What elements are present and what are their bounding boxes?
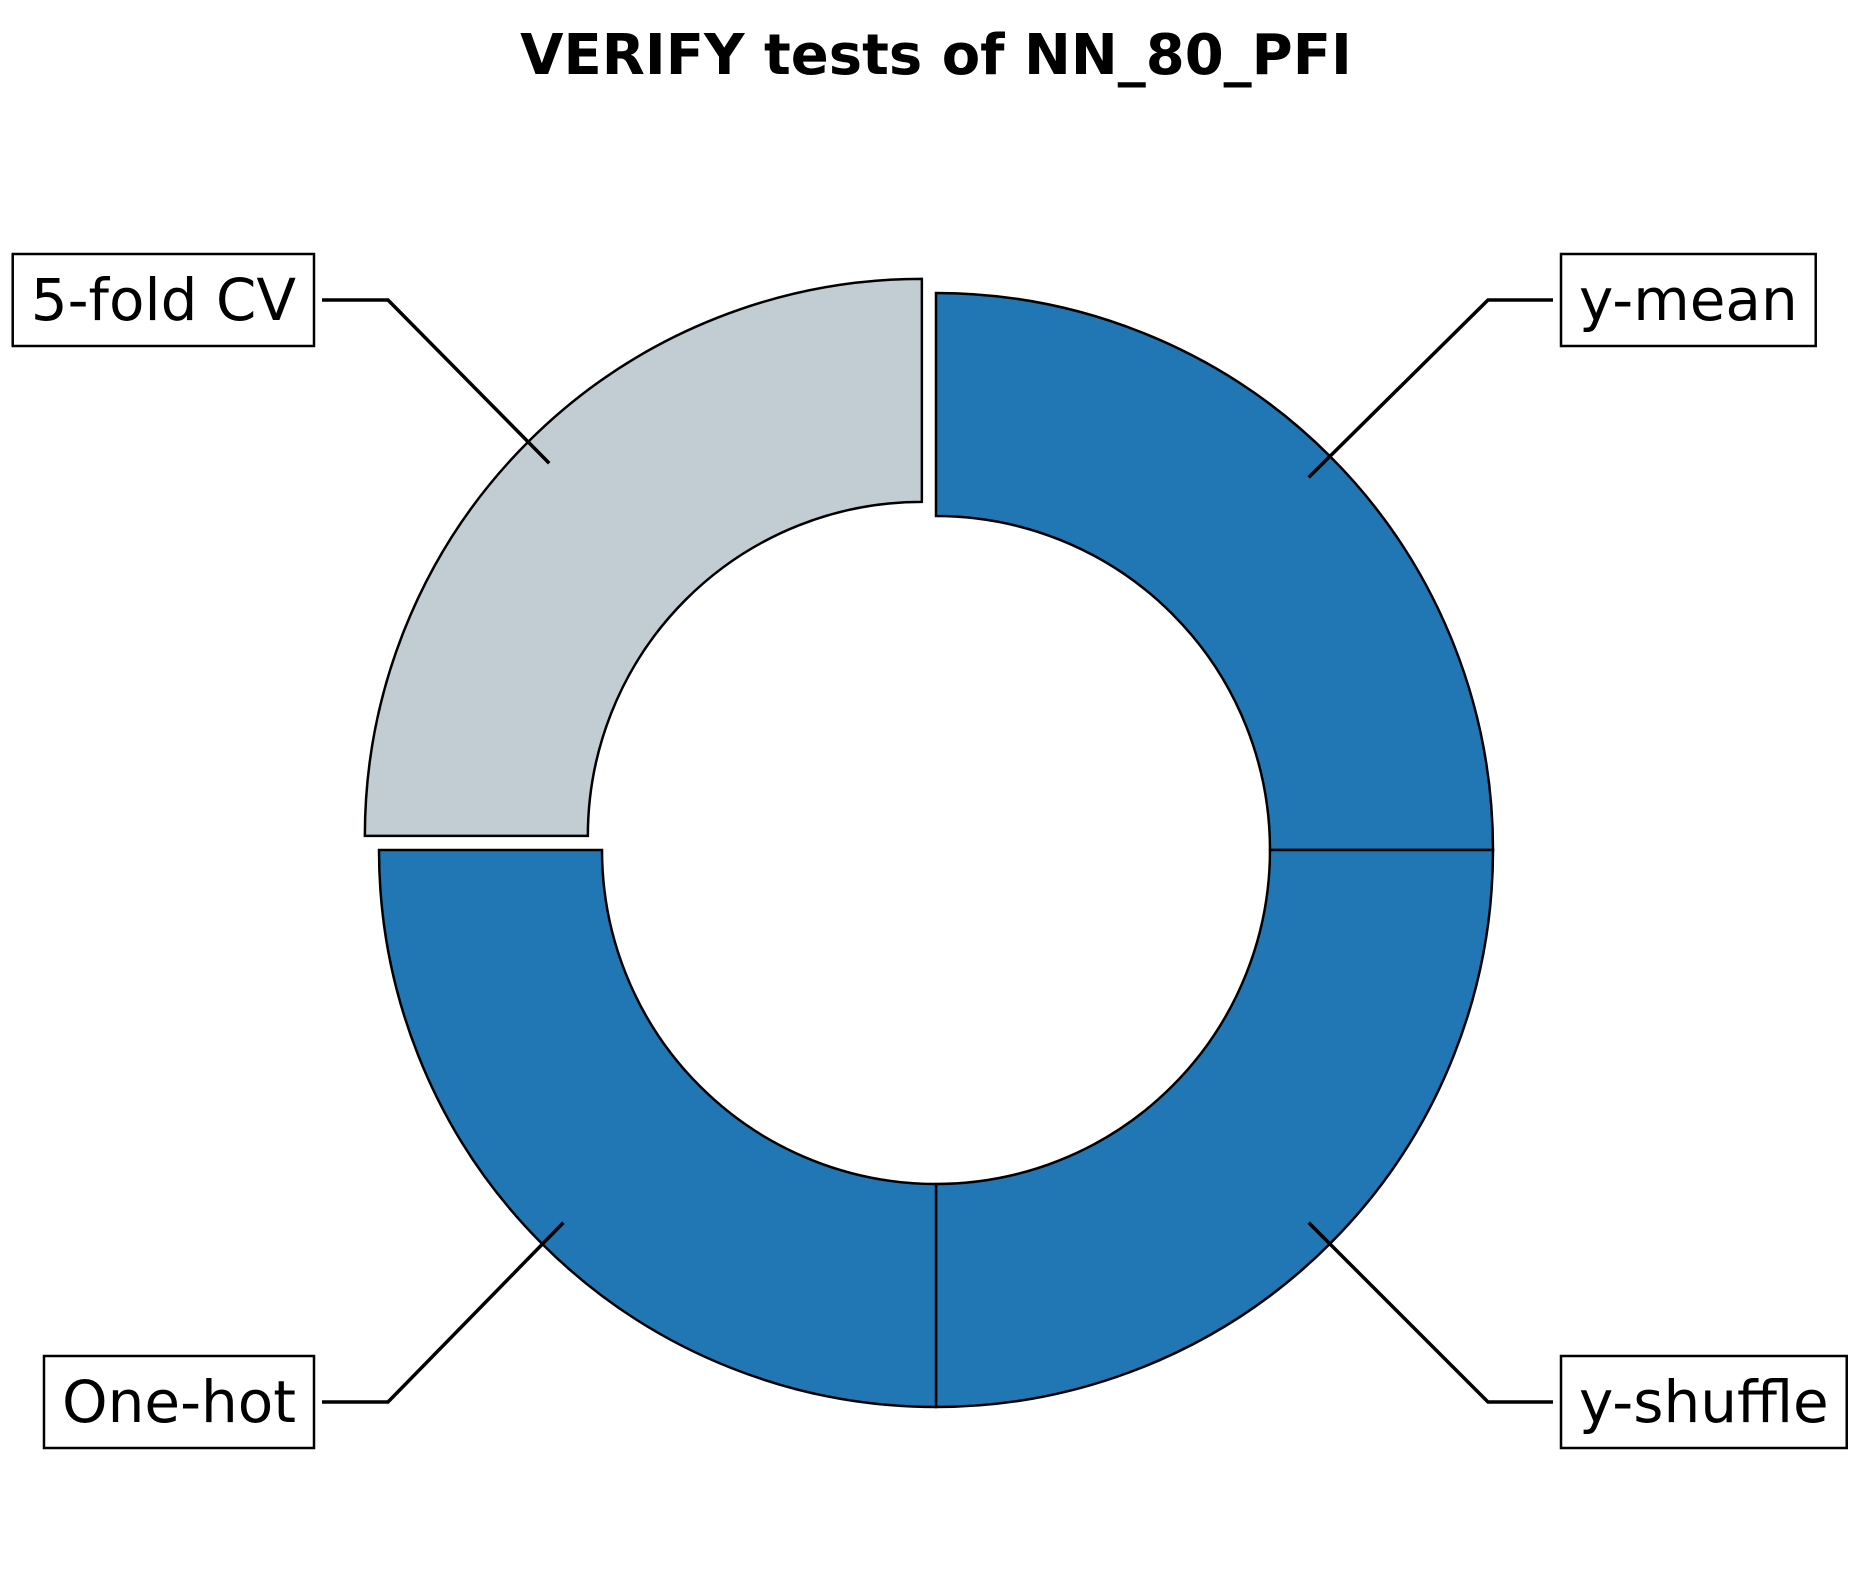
donut-slice-y-mean	[934, 291, 1495, 852]
slice-label-box	[11, 252, 316, 348]
slice-label-5-fold-cv: 5-fold CV	[31, 266, 297, 334]
slice-label-y-shuffle: y-shuffle	[1579, 1368, 1829, 1436]
label-leaders	[322, 298, 1553, 1404]
slice-label-y-mean: y-mean	[1579, 266, 1798, 334]
leader-line-one-hot	[322, 1221, 565, 1404]
donut-slice-one-hot	[377, 848, 938, 1409]
slice-labels: y-mean y-shuffle One-hot 5-fold CV	[11, 252, 1848, 1450]
slice-label-box	[1559, 1354, 1848, 1450]
leader-line-y-mean	[1307, 298, 1553, 479]
slice-label-one-hot: One-hot	[62, 1368, 296, 1436]
leader-line-5-fold-cv	[322, 298, 551, 465]
donut-slice-5-fold-cv	[363, 277, 924, 838]
donut-slice-y-shuffle	[934, 848, 1495, 1409]
leader-line-y-shuffle	[1307, 1221, 1553, 1404]
slice-label-box	[1559, 252, 1817, 348]
donut-wedges	[363, 277, 1495, 1409]
slice-label-box	[42, 1354, 316, 1450]
chart-title: VERIFY tests of NN_80_PFI	[520, 23, 1352, 88]
